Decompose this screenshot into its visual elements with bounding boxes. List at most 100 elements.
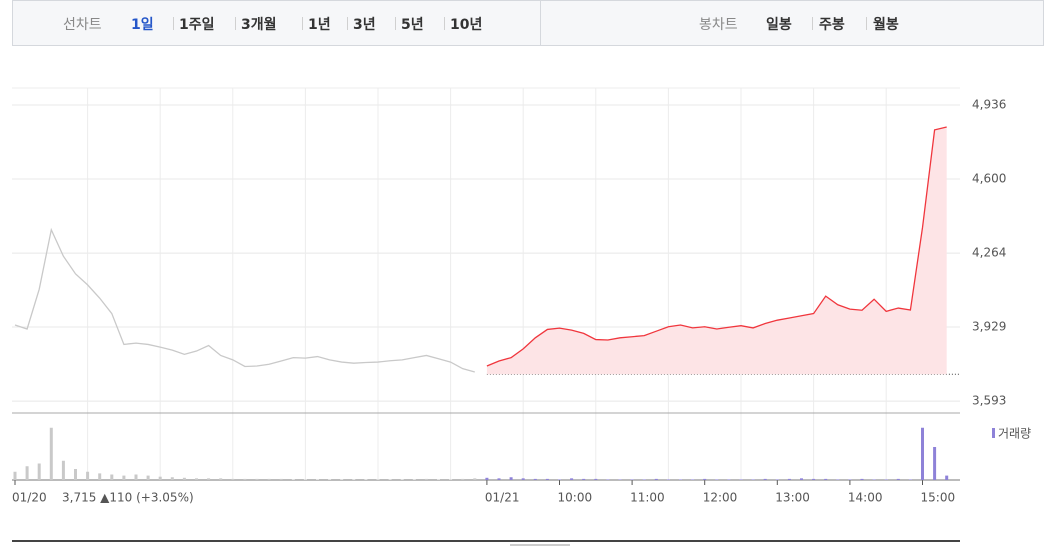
area: [486, 127, 947, 375]
volume-bar: [679, 479, 682, 480]
volume-bar: [207, 478, 211, 480]
volume-bar: [364, 479, 368, 480]
volume-bar: [449, 479, 453, 480]
volume-bar: [195, 478, 198, 480]
volume-bar: [400, 479, 404, 480]
toolbar: 선차트 봉차트 1일 1주일 3개월 1년 3년 5년 10년 일봉 주봉 월봉: [12, 0, 1044, 46]
volume-bar: [243, 478, 247, 480]
separator: [347, 17, 348, 30]
volume-bar: [316, 479, 319, 480]
period-tab[interactable]: 1년: [308, 17, 331, 33]
volume-bar: [170, 477, 174, 480]
volume-bar: [328, 479, 332, 480]
volume-bar: [485, 477, 489, 480]
volume-bar: [739, 479, 743, 480]
volume-bar: [267, 478, 271, 480]
volume-bar: [521, 478, 525, 480]
volume-bar: [158, 476, 162, 480]
separator: [235, 17, 236, 30]
volume-bar: [461, 478, 465, 480]
x-tick-label: 01/21: [485, 491, 520, 505]
y-tick-label: 3,929: [972, 320, 1006, 334]
x-tick-label: 14:00: [848, 491, 883, 505]
volume-bar: [800, 478, 803, 480]
volume-bar: [812, 478, 816, 480]
volume-bar: [291, 479, 295, 480]
volume-bar: [303, 479, 307, 480]
volume-bar: [606, 479, 610, 480]
volume-bar: [594, 478, 598, 480]
volume-bar: [933, 447, 937, 480]
volume-bar: [340, 479, 344, 480]
volume-bar: [74, 469, 77, 480]
legend-label: 거래량: [998, 427, 1031, 441]
volume-bar: [98, 473, 102, 480]
volume-bar: [352, 479, 356, 480]
volume-bar: [642, 479, 646, 480]
x-tick-label: 01/20: [12, 491, 47, 505]
volume-bar: [497, 478, 501, 480]
volume-bar: [848, 479, 852, 480]
volume-bar: [872, 479, 876, 480]
volume-bar: [691, 479, 695, 480]
volume-bar: [25, 466, 29, 480]
volume-bar: [279, 478, 283, 480]
period-tab[interactable]: 1주일: [179, 17, 215, 33]
volume-bar: [775, 479, 779, 480]
volume-bar: [727, 479, 731, 480]
line-chart-label: 선차트: [63, 17, 102, 33]
separator: [302, 17, 303, 30]
volume-bar: [836, 479, 840, 480]
volume-bar: [860, 478, 864, 480]
volume-bar: [376, 479, 380, 480]
price-line: [14, 227, 475, 373]
volume-bar: [908, 479, 912, 480]
period-tab[interactable]: 5년: [401, 17, 424, 33]
volume-bar: [146, 475, 150, 480]
volume-bar: [533, 478, 537, 480]
volume-bar: [437, 479, 440, 480]
y-tick-label: 3,593: [972, 394, 1006, 408]
volume-bar: [787, 478, 791, 480]
x-tick-label: 11:00: [630, 491, 665, 505]
volume-bar: [666, 479, 670, 480]
volume-bar: [582, 478, 586, 480]
period-tab[interactable]: 10년: [450, 17, 483, 33]
volume-bar: [412, 479, 416, 480]
legend-swatch: [992, 428, 995, 438]
period-tab[interactable]: 1일: [131, 17, 154, 33]
price-line: [486, 126, 947, 367]
volume-bar: [751, 479, 755, 480]
period-tab[interactable]: 3개월: [241, 17, 277, 33]
y-tick-label: 4,936: [972, 97, 1006, 111]
volume-bar: [182, 477, 186, 480]
volume-bar: [896, 478, 900, 480]
x-tick-label: 15:00: [921, 491, 956, 505]
volume-bar: [86, 471, 90, 480]
volume-bar: [570, 478, 574, 480]
volume-bar: [473, 478, 477, 480]
separator: [444, 17, 445, 30]
period-tab[interactable]: 월봉: [873, 17, 899, 33]
volume-bar: [61, 460, 65, 480]
volume-bar: [231, 478, 235, 480]
period-tab[interactable]: 3년: [353, 17, 376, 33]
period-tab[interactable]: 주봉: [819, 17, 845, 33]
separator: [866, 17, 867, 30]
volume-bar: [654, 478, 658, 480]
y-tick-label: 4,600: [972, 172, 1006, 186]
volume-bar: [134, 474, 138, 480]
volume-bar: [703, 478, 707, 480]
volume-bar: [763, 478, 767, 480]
divider: [540, 1, 541, 45]
period-tab[interactable]: 일봉: [766, 17, 792, 33]
volume-bar: [715, 479, 719, 480]
volume-bar: [37, 463, 41, 480]
volume-bar: [13, 471, 17, 480]
x-tick-label: 12:00: [703, 491, 738, 505]
volume-bar: [545, 478, 549, 480]
volume-bar: [558, 479, 561, 480]
x-tick-label: 10:00: [558, 491, 593, 505]
